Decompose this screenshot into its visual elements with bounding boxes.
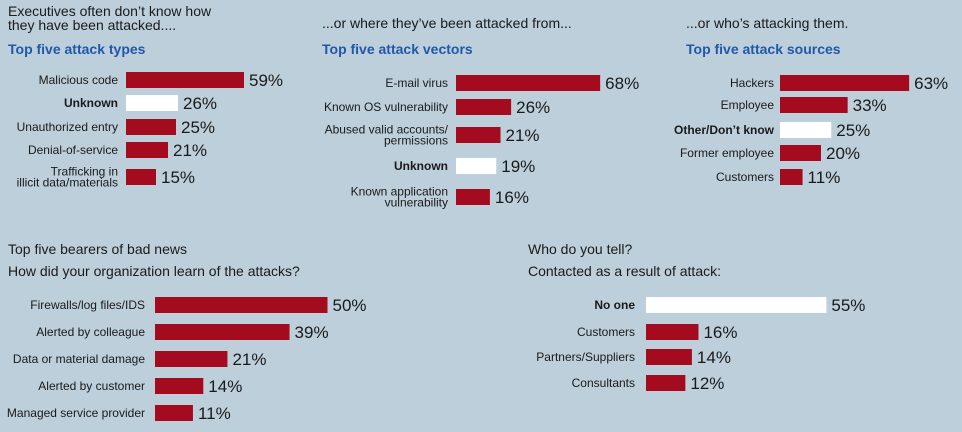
panel-attack-vectors: ...or where they’ve been attacked from..… bbox=[320, 0, 650, 230]
value-label: 21% bbox=[173, 141, 207, 160]
category-label: Firewalls/log files/IDS bbox=[30, 298, 145, 312]
category-label: Other/Don’t know bbox=[674, 123, 775, 137]
category-label: Customers bbox=[716, 170, 774, 184]
panel-heading: Top five bearers of bad news bbox=[8, 241, 187, 257]
category-label: E-mail virus bbox=[385, 76, 448, 90]
category-label: Data or material damage bbox=[13, 352, 145, 366]
bar bbox=[155, 405, 193, 421]
chart-title: Top five attack sources bbox=[686, 41, 841, 57]
category-label: Denial-of-service bbox=[28, 143, 118, 157]
chart-title: Top five attack types bbox=[8, 41, 146, 57]
bar bbox=[780, 75, 910, 91]
panel-attack-types: Executives often don’t know how they hav… bbox=[0, 0, 300, 230]
category-label: Consultants bbox=[572, 376, 635, 390]
bar bbox=[155, 378, 204, 394]
category-label: Managed service provider bbox=[7, 406, 145, 420]
category-label: Unknown bbox=[394, 159, 448, 173]
value-label: 33% bbox=[853, 96, 887, 115]
bad-news-chart: Firewalls/log files/IDS 50% Alerted by col… bbox=[7, 296, 367, 423]
bar bbox=[126, 169, 156, 185]
value-label: 50% bbox=[333, 296, 367, 315]
value-label: 15% bbox=[161, 168, 195, 187]
bar bbox=[126, 119, 176, 135]
value-label: 26% bbox=[516, 98, 550, 117]
value-label: 16% bbox=[495, 188, 529, 207]
bar bbox=[780, 145, 821, 161]
value-label: 21% bbox=[232, 350, 266, 369]
category-label: Unknown bbox=[64, 96, 118, 110]
category-label: Partners/Suppliers bbox=[536, 350, 635, 364]
bar bbox=[646, 297, 827, 313]
category-label: Known application vulnerability bbox=[351, 185, 448, 210]
bar bbox=[456, 189, 490, 205]
value-label: 14% bbox=[208, 377, 242, 396]
panel-heading: ...or where they’ve been attacked from..… bbox=[322, 15, 572, 31]
bar bbox=[456, 99, 512, 115]
value-label: 20% bbox=[826, 144, 860, 163]
value-label: 12% bbox=[690, 374, 724, 393]
category-label: Trafficking in illicit data/materials bbox=[17, 165, 118, 190]
value-label: 14% bbox=[697, 348, 731, 367]
category-label: No one bbox=[594, 298, 635, 312]
bar bbox=[126, 95, 178, 111]
bar bbox=[780, 169, 803, 185]
panel-heading: Who do you tell? bbox=[528, 241, 633, 257]
bar bbox=[456, 158, 497, 174]
category-label: Abused valid accounts/permissions bbox=[325, 123, 449, 148]
bar bbox=[456, 127, 501, 143]
value-label: 26% bbox=[183, 94, 217, 113]
attack-types-chart: Malicious code 59% Unknown 26% Unauthorized … bbox=[17, 71, 283, 190]
chart-title: Top five attack vectors bbox=[322, 41, 473, 57]
panel-heading: Executives often don’t know how they hav… bbox=[8, 3, 212, 33]
chart-title: Contacted as a result of attack: bbox=[528, 263, 721, 279]
value-label: 21% bbox=[506, 126, 540, 145]
category-label: Alerted by customer bbox=[38, 379, 145, 393]
value-label: 11% bbox=[808, 168, 841, 187]
bar bbox=[646, 349, 692, 365]
bar bbox=[126, 142, 168, 158]
panel-who-tell: Who do you tell? Contacted as a result o… bbox=[520, 236, 962, 432]
who-tell-chart: No one 55% Customers 16% Partners/Suppliers 1… bbox=[536, 296, 865, 393]
category-label: Hackers bbox=[730, 76, 774, 90]
value-label: 59% bbox=[249, 71, 283, 90]
value-label: 55% bbox=[831, 296, 865, 315]
panel-bad-news: Top five bearers of bad news How did you… bbox=[0, 236, 400, 432]
value-label: 11% bbox=[198, 404, 231, 423]
value-label: 68% bbox=[605, 74, 639, 93]
bar bbox=[126, 72, 244, 88]
bar bbox=[155, 297, 328, 313]
bar bbox=[456, 75, 601, 91]
attack-sources-chart: Hackers 63% Employee 33% Other/Don’t know 25%… bbox=[674, 74, 948, 187]
bar bbox=[646, 375, 686, 391]
chart-title: How did your organization learn of the a… bbox=[8, 263, 300, 279]
category-label: Employee bbox=[721, 98, 775, 112]
bar bbox=[155, 324, 290, 340]
category-label: Unauthorized entry bbox=[17, 120, 118, 134]
category-label: Customers bbox=[577, 325, 635, 339]
attack-vectors-chart: E-mail virus 68% Known OS vulnerability 26%… bbox=[324, 74, 639, 210]
panel-heading: ...or who’s attacking them. bbox=[686, 15, 849, 31]
bar bbox=[646, 324, 699, 340]
value-label: 25% bbox=[836, 121, 870, 140]
value-label: 63% bbox=[914, 74, 948, 93]
value-label: 16% bbox=[703, 323, 737, 342]
category-label: Alerted by colleague bbox=[36, 325, 145, 339]
category-label: Former employee bbox=[680, 146, 774, 160]
value-label: 19% bbox=[501, 157, 535, 176]
value-label: 25% bbox=[181, 118, 215, 137]
panel-attack-sources: ...or who’s attacking them. Top five att… bbox=[674, 0, 962, 230]
value-label: 39% bbox=[295, 323, 329, 342]
bar bbox=[780, 122, 832, 138]
category-label: Malicious code bbox=[39, 73, 119, 87]
category-label: Known OS vulnerability bbox=[324, 100, 448, 114]
bar bbox=[155, 351, 228, 367]
bar bbox=[780, 97, 848, 113]
